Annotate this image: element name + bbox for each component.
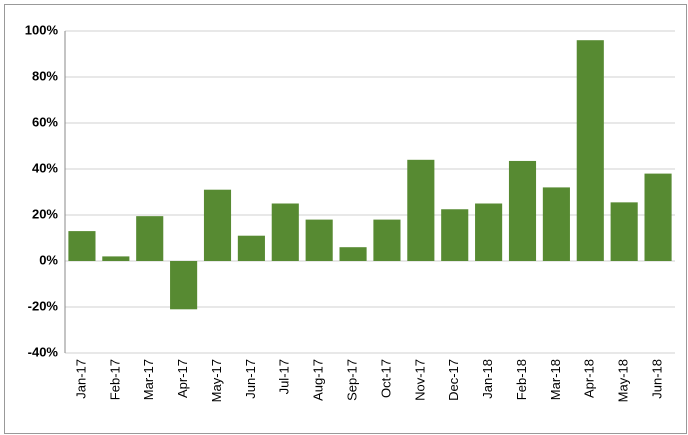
bar [237,235,265,261]
bar [441,209,469,261]
x-tick-label: Jan-17 [73,359,88,399]
bar [68,231,96,261]
bar [644,173,672,261]
y-tick-label: 40% [32,160,58,175]
x-tick-label: Aug-17 [311,359,326,401]
y-tick-label: 60% [32,114,58,129]
bar [475,203,503,261]
bar [136,216,164,261]
x-tick-label: Jun-18 [649,359,664,399]
bar [305,219,333,261]
x-tick-label: Jul-17 [277,359,292,394]
x-tick-label: Feb-17 [107,359,122,400]
x-tick-label: Apr-18 [582,359,597,398]
x-tick-label: Oct-17 [378,359,393,398]
x-tick-label: Dec-17 [446,359,461,401]
bar [373,219,401,261]
bar [102,256,130,261]
bar [170,261,198,310]
x-tick-label: Sep-17 [344,359,359,401]
x-tick-label: Jan-18 [480,359,495,399]
x-tick-label: Jun-17 [243,359,258,399]
y-tick-label: -20% [28,298,59,313]
bar [542,187,570,261]
bar [271,203,299,261]
y-tick-label: 100% [25,22,59,37]
x-tick-label: May-18 [616,359,631,402]
bar [508,160,537,261]
y-tick-label: 20% [32,206,58,221]
x-tick-label: Apr-17 [175,359,190,398]
bar [610,202,638,261]
y-tick-label: 0% [39,252,58,267]
bar [339,247,367,261]
x-tick-label: Mar-18 [548,359,563,400]
bar [203,189,232,261]
x-tick-label: Mar-17 [141,359,156,400]
x-tick-label: Feb-18 [514,359,529,400]
bar [576,40,604,262]
x-tick-label: Nov-17 [412,359,427,401]
chart-frame [4,4,687,434]
y-tick-label: -40% [28,344,59,359]
x-tick-label: May-17 [209,359,224,402]
bar [407,159,435,261]
y-tick-label: 80% [32,68,58,83]
